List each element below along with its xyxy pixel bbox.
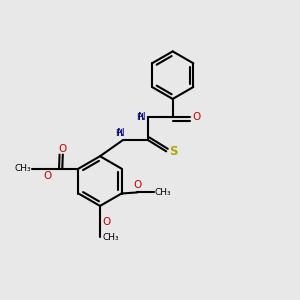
Text: N: N [139, 112, 146, 122]
Text: O: O [44, 170, 52, 181]
Text: N: N [118, 128, 125, 138]
Text: O: O [102, 217, 111, 226]
Text: O: O [133, 180, 141, 190]
Text: CH₃: CH₃ [155, 188, 171, 197]
Text: S: S [169, 146, 177, 158]
Text: CH₃: CH₃ [14, 164, 31, 173]
Text: H: H [136, 112, 143, 122]
Text: H: H [115, 129, 122, 138]
Text: CH₃: CH₃ [102, 233, 119, 242]
Text: O: O [59, 143, 67, 154]
Text: O: O [193, 112, 201, 122]
